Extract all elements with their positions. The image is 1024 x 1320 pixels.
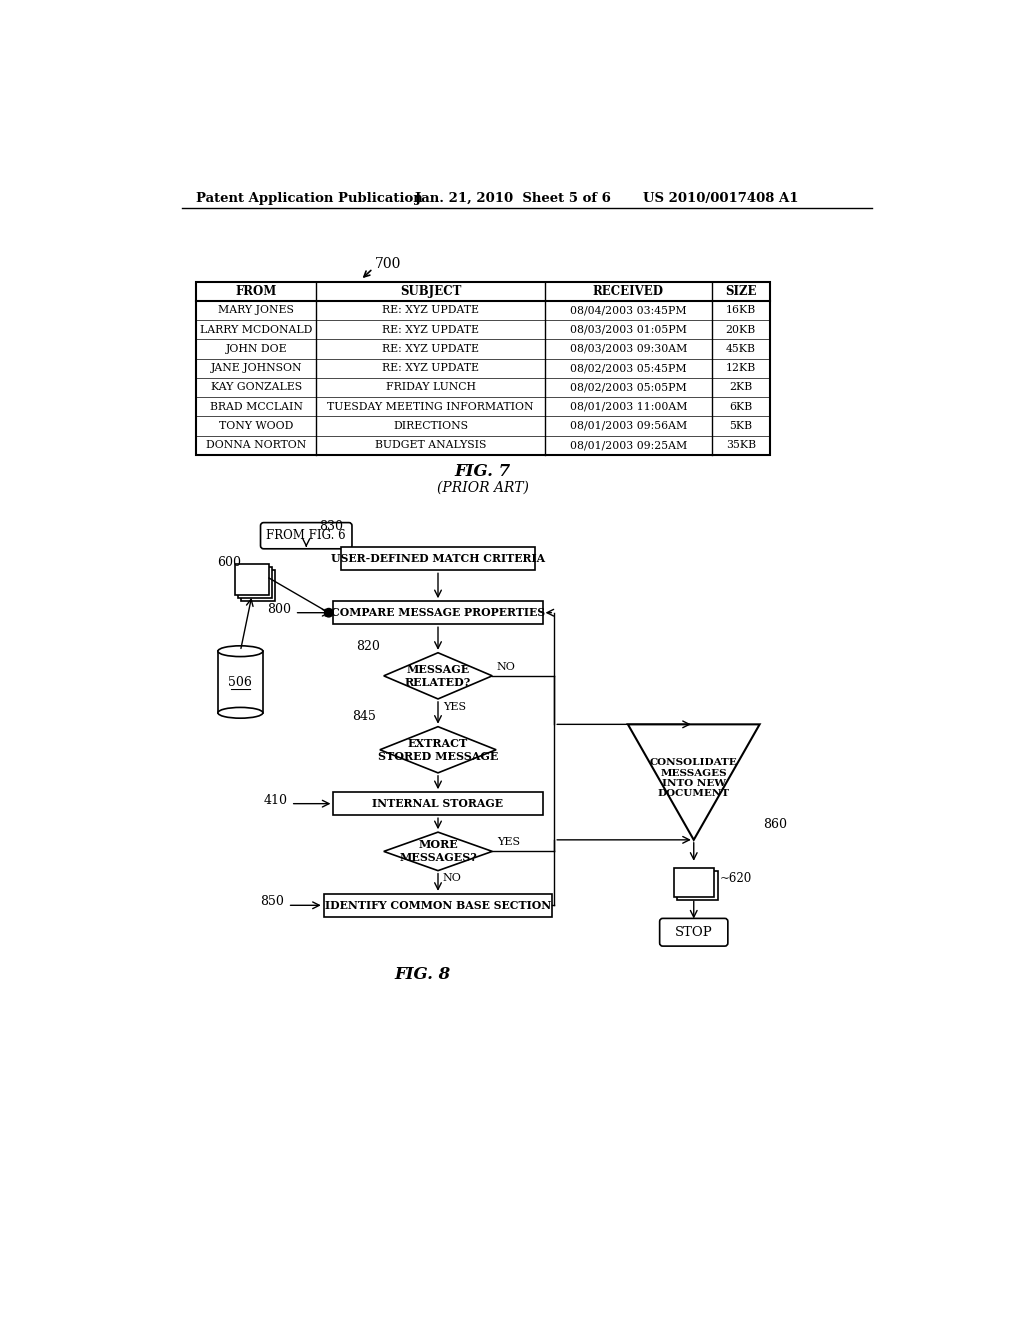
Bar <box>241 570 275 601</box>
Text: TONY WOOD: TONY WOOD <box>219 421 294 430</box>
Polygon shape <box>384 832 493 871</box>
Text: Jan. 21, 2010  Sheet 5 of 6: Jan. 21, 2010 Sheet 5 of 6 <box>415 191 610 205</box>
Bar <box>197 281 770 455</box>
Text: KAY GONZALES: KAY GONZALES <box>211 383 302 392</box>
Text: 506: 506 <box>228 676 252 689</box>
FancyBboxPatch shape <box>260 523 352 549</box>
Text: 08/02/2003 05:45PM: 08/02/2003 05:45PM <box>570 363 686 374</box>
Text: 35KB: 35KB <box>726 441 756 450</box>
Text: RE: XYZ UPDATE: RE: XYZ UPDATE <box>382 363 479 374</box>
Text: LARRY MCDONALD: LARRY MCDONALD <box>200 325 312 335</box>
Text: FRIDAY LUNCH: FRIDAY LUNCH <box>386 383 475 392</box>
Text: 20KB: 20KB <box>726 325 756 335</box>
Text: 860: 860 <box>764 818 787 832</box>
Text: FIG. 7: FIG. 7 <box>455 463 511 480</box>
Text: YES: YES <box>442 702 466 711</box>
Text: RE: XYZ UPDATE: RE: XYZ UPDATE <box>382 345 479 354</box>
Text: MORE
MESSAGES?: MORE MESSAGES? <box>399 840 477 863</box>
Text: US 2010/0017408 A1: US 2010/0017408 A1 <box>643 191 799 205</box>
Text: RE: XYZ UPDATE: RE: XYZ UPDATE <box>382 325 479 335</box>
Bar <box>324 894 552 917</box>
Text: CONSOLIDATE
MESSAGES
INTO NEW
DOCUMENT: CONSOLIDATE MESSAGES INTO NEW DOCUMENT <box>650 758 737 799</box>
Polygon shape <box>628 725 760 840</box>
Text: MESSAGE
RELATED?: MESSAGE RELATED? <box>404 664 471 688</box>
Text: 410: 410 <box>263 793 288 807</box>
Text: ~620: ~620 <box>720 873 753 886</box>
Text: RECEIVED: RECEIVED <box>593 285 664 298</box>
Text: 6KB: 6KB <box>729 401 753 412</box>
Circle shape <box>325 609 333 616</box>
Text: 800: 800 <box>267 603 292 615</box>
Bar <box>218 651 263 713</box>
Text: NO: NO <box>442 874 462 883</box>
Bar <box>334 601 543 624</box>
Text: 16KB: 16KB <box>726 305 756 315</box>
Text: 08/03/2003 01:05PM: 08/03/2003 01:05PM <box>569 325 687 335</box>
Text: 845: 845 <box>352 710 376 723</box>
Text: BRAD MCCLAIN: BRAD MCCLAIN <box>210 401 303 412</box>
Text: 2KB: 2KB <box>729 383 753 392</box>
Text: IDENTIFY COMMON BASE SECTION: IDENTIFY COMMON BASE SECTION <box>325 900 551 911</box>
Ellipse shape <box>218 645 263 656</box>
Text: 830: 830 <box>318 520 343 533</box>
Text: USER-DEFINED MATCH CRITERIA: USER-DEFINED MATCH CRITERIA <box>331 553 545 565</box>
Text: 08/03/2003 09:30AM: 08/03/2003 09:30AM <box>569 345 687 354</box>
Text: SUBJECT: SUBJECT <box>400 285 462 298</box>
Text: TUESDAY MEETING INFORMATION: TUESDAY MEETING INFORMATION <box>328 401 534 412</box>
Text: FROM FIG. 6: FROM FIG. 6 <box>266 529 346 543</box>
Text: JANE JOHNSON: JANE JOHNSON <box>211 363 302 374</box>
Text: NO: NO <box>497 661 516 672</box>
Text: (PRIOR ART): (PRIOR ART) <box>437 480 528 494</box>
Text: 45KB: 45KB <box>726 345 756 354</box>
Text: 850: 850 <box>260 895 284 908</box>
Text: 08/01/2003 11:00AM: 08/01/2003 11:00AM <box>569 401 687 412</box>
Text: 700: 700 <box>375 257 400 271</box>
Ellipse shape <box>218 708 263 718</box>
Bar <box>334 792 543 816</box>
Polygon shape <box>384 653 493 700</box>
FancyBboxPatch shape <box>659 919 728 946</box>
Bar <box>341 548 535 570</box>
Text: 08/02/2003 05:05PM: 08/02/2003 05:05PM <box>570 383 687 392</box>
Bar <box>674 867 714 896</box>
Text: YES: YES <box>497 837 520 847</box>
Bar <box>234 564 269 595</box>
Text: 08/01/2003 09:56AM: 08/01/2003 09:56AM <box>569 421 687 430</box>
Text: 08/01/2003 09:25AM: 08/01/2003 09:25AM <box>569 441 687 450</box>
Text: 820: 820 <box>356 640 380 652</box>
Text: FIG. 8: FIG. 8 <box>394 966 451 983</box>
Bar <box>238 568 272 598</box>
Text: SIZE: SIZE <box>725 285 757 298</box>
Text: MARY JONES: MARY JONES <box>218 305 294 315</box>
Text: DIRECTIONS: DIRECTIONS <box>393 421 468 430</box>
Text: 5KB: 5KB <box>729 421 753 430</box>
Text: 12KB: 12KB <box>726 363 756 374</box>
Bar <box>678 871 718 900</box>
Text: EXTRACT
STORED MESSAGE: EXTRACT STORED MESSAGE <box>378 738 499 762</box>
Text: RE: XYZ UPDATE: RE: XYZ UPDATE <box>382 305 479 315</box>
Text: 08/04/2003 03:45PM: 08/04/2003 03:45PM <box>570 305 686 315</box>
Text: JOHN DOE: JOHN DOE <box>225 345 287 354</box>
Text: Patent Application Publication: Patent Application Publication <box>197 191 423 205</box>
Polygon shape <box>380 726 496 774</box>
Text: STOP: STOP <box>675 925 713 939</box>
Text: INTERNAL STORAGE: INTERNAL STORAGE <box>373 799 504 809</box>
Text: COMPARE MESSAGE PROPERTIES: COMPARE MESSAGE PROPERTIES <box>331 607 545 618</box>
Text: DONNA NORTON: DONNA NORTON <box>206 441 306 450</box>
Text: BUDGET ANALYSIS: BUDGET ANALYSIS <box>375 441 486 450</box>
Text: 600: 600 <box>217 557 241 569</box>
Text: FROM: FROM <box>236 285 276 298</box>
